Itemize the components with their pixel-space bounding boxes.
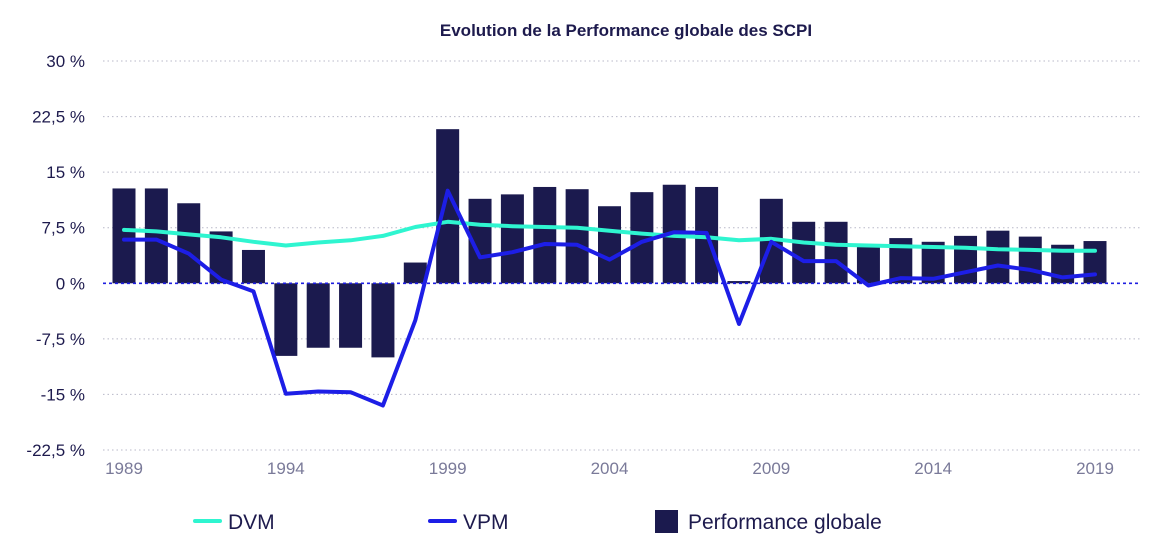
bars-layer — [112, 129, 1107, 358]
bar-2000 — [468, 198, 492, 284]
bar-1994 — [274, 283, 298, 356]
bar-2002 — [533, 186, 557, 284]
legend-item-vpm: VPM — [428, 511, 509, 534]
bar-2011 — [824, 221, 848, 284]
legend-label: Performance globale — [688, 511, 882, 534]
x-tick-label: 2014 — [914, 459, 952, 478]
legend-swatch — [655, 510, 678, 533]
bar-2016 — [986, 230, 1010, 284]
x-axis: 1989 1994 1999 2004 2009 2014 2019 — [105, 459, 1114, 478]
grid-layer — [103, 60, 1140, 451]
y-tick-label: 30 % — [46, 52, 85, 71]
x-tick-label: 2009 — [752, 459, 790, 478]
y-tick-label: -15 % — [41, 385, 85, 404]
x-tick-label: 1999 — [429, 459, 467, 478]
bar-1989 — [112, 188, 136, 284]
legend-item-performance-globale: Performance globale — [655, 510, 882, 534]
x-tick-label: 1989 — [105, 459, 143, 478]
legend-label: DVM — [228, 511, 275, 534]
legend: DVM VPM Performance globale — [193, 510, 882, 534]
chart-title: Evolution de la Performance globale des … — [440, 21, 812, 40]
legend-item-dvm: DVM — [193, 511, 275, 534]
bar-1995 — [306, 283, 330, 348]
bar-2012 — [856, 246, 880, 284]
bar-1996 — [339, 283, 363, 348]
bar-2005 — [630, 192, 654, 284]
y-tick-label: 0 % — [56, 274, 85, 293]
bar-2010 — [792, 221, 816, 284]
bar-1990 — [144, 188, 168, 284]
x-tick-label: 1994 — [267, 459, 305, 478]
bar-1992 — [209, 231, 233, 284]
y-tick-label: 22,5 % — [32, 108, 85, 127]
bar-2004 — [598, 206, 621, 284]
series-line-dvm — [122, 219, 1097, 253]
lines-layer — [122, 188, 1097, 408]
x-tick-label: 2019 — [1076, 459, 1114, 478]
bar-1991 — [177, 203, 201, 284]
y-axis: 30 % 22,5 % 15 % 7,5 % 0 % -7,5 % -15 % -22,5 % — [26, 52, 85, 460]
bar-2008 — [727, 281, 751, 284]
bar-2014 — [921, 241, 945, 284]
bar-2013 — [889, 238, 913, 284]
bar-2003 — [565, 189, 589, 284]
bar-1993 — [241, 249, 265, 284]
y-tick-label: 7,5 % — [42, 219, 85, 238]
bar-2001 — [500, 194, 524, 284]
bar-1997 — [371, 283, 395, 358]
y-tick-label: -22,5 % — [26, 441, 85, 460]
y-tick-label: -7,5 % — [36, 330, 85, 349]
bar-2017 — [1018, 236, 1042, 284]
x-tick-label: 2004 — [591, 459, 629, 478]
series-line-vpm — [122, 188, 1097, 408]
bar-1998 — [403, 262, 427, 284]
bar-2018 — [1051, 244, 1075, 284]
y-tick-label: 15 % — [46, 163, 85, 182]
legend-label: VPM — [463, 511, 509, 534]
bar-2015 — [954, 235, 978, 284]
bar-1999 — [436, 129, 460, 284]
